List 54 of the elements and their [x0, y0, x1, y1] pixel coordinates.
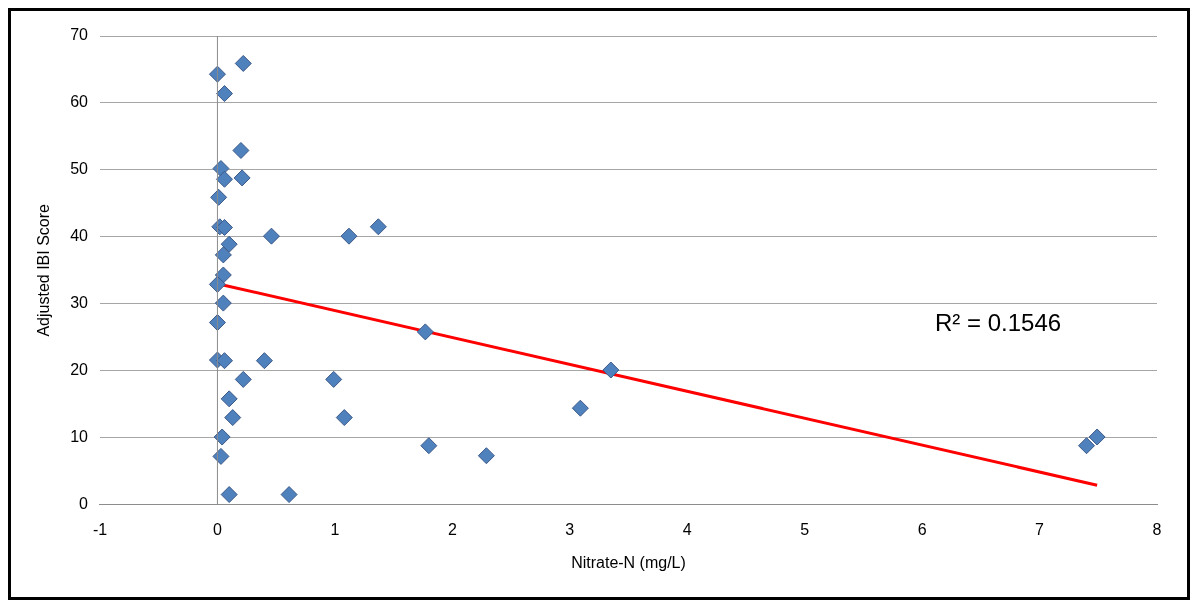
point — [1088, 428, 1106, 446]
point — [208, 65, 226, 83]
x-tick-label: 7 — [1035, 520, 1045, 538]
x-tick-label: -1 — [92, 520, 108, 538]
point — [234, 370, 252, 388]
point — [1078, 437, 1096, 455]
point — [215, 218, 233, 236]
point — [280, 486, 298, 504]
x-tick-label: 4 — [682, 520, 692, 538]
y-tick-label: 10 — [70, 428, 89, 446]
x-tick-label: 6 — [917, 520, 927, 538]
point — [602, 361, 620, 379]
point — [215, 85, 233, 103]
x-tick-label: 8 — [1152, 520, 1162, 538]
x-tick-label: 1 — [330, 520, 340, 538]
point — [220, 235, 238, 253]
point — [416, 323, 434, 341]
point — [325, 370, 343, 388]
point — [210, 188, 228, 206]
y-tick-label: 20 — [70, 361, 89, 379]
x-axis-title: Nitrate-N (mg/L) — [571, 553, 686, 571]
point — [208, 275, 226, 293]
point — [335, 409, 353, 427]
y-tick-label: 30 — [70, 294, 89, 312]
y-axis-title: Adjusted IBI Score — [35, 203, 53, 337]
point — [215, 352, 233, 370]
point — [212, 447, 230, 465]
point — [220, 486, 238, 504]
point — [420, 437, 438, 455]
y-tick-label: 50 — [70, 160, 89, 178]
y-tick-label: 0 — [79, 495, 89, 513]
x-tick-label: 2 — [447, 520, 457, 538]
point — [262, 227, 280, 245]
point — [213, 428, 231, 446]
point — [255, 352, 273, 370]
point — [340, 227, 358, 245]
x-tick-label: 0 — [212, 520, 222, 538]
x-tick-label: 3 — [565, 520, 575, 538]
point — [571, 399, 589, 417]
annotation: R² = 0.1546 — [935, 309, 1062, 337]
point — [233, 169, 251, 187]
point — [234, 54, 252, 72]
point — [214, 294, 232, 312]
y-tick-label: 60 — [70, 93, 89, 111]
point — [215, 170, 233, 188]
x-tick-label: 5 — [800, 520, 810, 538]
point — [214, 246, 232, 264]
y-tick-label: 70 — [70, 26, 89, 44]
point — [232, 141, 250, 159]
point — [477, 447, 495, 465]
point — [224, 409, 242, 427]
point — [220, 390, 238, 408]
y-tick-label: 40 — [70, 227, 89, 245]
point — [369, 218, 387, 236]
